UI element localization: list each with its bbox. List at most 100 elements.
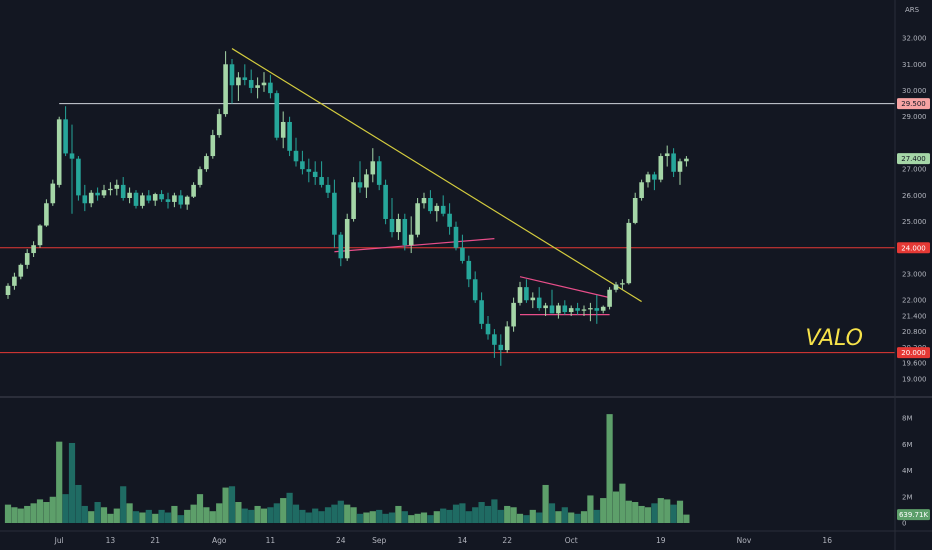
- time-tick-label: Nov: [737, 536, 752, 545]
- trendline[interactable]: [231, 48, 642, 303]
- candle: [581, 305, 587, 316]
- candle-body: [524, 287, 529, 301]
- volume-bar: [158, 509, 165, 523]
- candle: [658, 153, 664, 183]
- volume-bar: [132, 511, 140, 523]
- candle: [575, 302, 580, 315]
- candle-body: [159, 194, 164, 200]
- candle: [415, 198, 420, 238]
- volume-bar: [126, 503, 133, 523]
- candle-body: [88, 192, 94, 204]
- volume-bar: [408, 515, 415, 523]
- candle: [120, 177, 126, 201]
- volume-bar: [280, 498, 287, 523]
- candle: [88, 190, 94, 208]
- candle-body: [684, 158, 689, 162]
- candle-body: [415, 203, 420, 235]
- time-tick-label: 19: [656, 536, 666, 545]
- volume-bar: [241, 508, 248, 523]
- candle-body: [332, 192, 337, 235]
- candle-body: [127, 192, 132, 198]
- time-tick-label: 16: [822, 536, 832, 545]
- volume-bar: [497, 509, 504, 523]
- time-axis[interactable]: 2Jul1321Ago1124Sep1422Oct19Nov16: [0, 536, 833, 545]
- candle: [504, 321, 510, 353]
- volume-bar: [344, 504, 351, 523]
- volume-bar: [651, 503, 658, 523]
- candle: [12, 272, 17, 290]
- volume-bar: [177, 515, 184, 523]
- time-tick-label: Ago: [212, 536, 227, 545]
- candle: [306, 158, 312, 183]
- candle-body: [364, 174, 369, 188]
- candle: [5, 283, 11, 299]
- volume-bar: [433, 511, 440, 523]
- candle: [396, 213, 401, 240]
- candle-body: [479, 300, 484, 324]
- volume-tick-label: 6M: [902, 441, 913, 449]
- volume-bar: [657, 498, 664, 523]
- candle-body: [652, 174, 657, 180]
- volume-bar: [664, 499, 671, 523]
- volume-tick-label: 8M: [902, 415, 913, 423]
- candle: [178, 190, 184, 209]
- volume-bar: [17, 508, 24, 523]
- candle-body: [229, 64, 235, 86]
- volume-bar: [24, 505, 31, 523]
- volume-bar: [504, 505, 511, 523]
- valo-annotation: VALO: [805, 326, 863, 351]
- candle: [684, 156, 689, 167]
- price-tick-label: 19.000: [902, 375, 927, 383]
- volume-tick-label: 0: [902, 520, 906, 528]
- svg-text:29.500: 29.500: [901, 100, 926, 108]
- candle-body: [338, 234, 344, 259]
- volume-bar: [510, 507, 517, 523]
- candle: [127, 187, 132, 204]
- candle: [312, 161, 318, 185]
- candle: [56, 116, 62, 188]
- volume-bar: [171, 505, 178, 523]
- candle-body: [485, 323, 491, 335]
- volume-bar: [478, 502, 485, 523]
- candle: [197, 166, 203, 188]
- candle-body: [536, 297, 542, 309]
- candle-body: [498, 344, 504, 351]
- candle-body: [210, 135, 216, 157]
- candle: [338, 232, 344, 267]
- candle: [274, 90, 280, 141]
- candle: [460, 234, 465, 264]
- volume-bar: [600, 498, 607, 523]
- candle: [376, 156, 382, 191]
- candle: [146, 190, 152, 204]
- candle-body: [517, 287, 523, 303]
- volume-bar: [68, 442, 76, 523]
- horizontal-levels: [0, 103, 895, 354]
- candle: [76, 156, 81, 201]
- candle-body: [280, 121, 286, 138]
- candle-body: [607, 289, 612, 307]
- volume-bar: [491, 499, 498, 523]
- candle-body: [677, 161, 683, 172]
- volume-bar: [484, 505, 492, 523]
- candle: [24, 249, 30, 269]
- time-tick-label: Jul: [54, 536, 64, 545]
- volume-axis[interactable]: 8M 6M 4M 2M 0: [902, 415, 913, 528]
- candle-body: [300, 161, 305, 170]
- candle: [364, 169, 369, 198]
- trendline[interactable]: [334, 238, 495, 253]
- candle: [31, 241, 36, 257]
- candle-body: [120, 184, 126, 198]
- volume-bar: [580, 511, 588, 523]
- candle-body: [287, 121, 292, 151]
- price-tag: 24.000: [897, 242, 930, 254]
- trendline[interactable]: [519, 276, 610, 299]
- volume-bar: [164, 512, 172, 523]
- candle-body: [440, 205, 446, 214]
- volume-bar: [670, 504, 677, 523]
- volume-bar: [619, 483, 626, 523]
- price-tick-label: 22.000: [902, 297, 927, 305]
- candle: [184, 195, 190, 210]
- candle: [594, 295, 600, 324]
- candle: [408, 216, 414, 254]
